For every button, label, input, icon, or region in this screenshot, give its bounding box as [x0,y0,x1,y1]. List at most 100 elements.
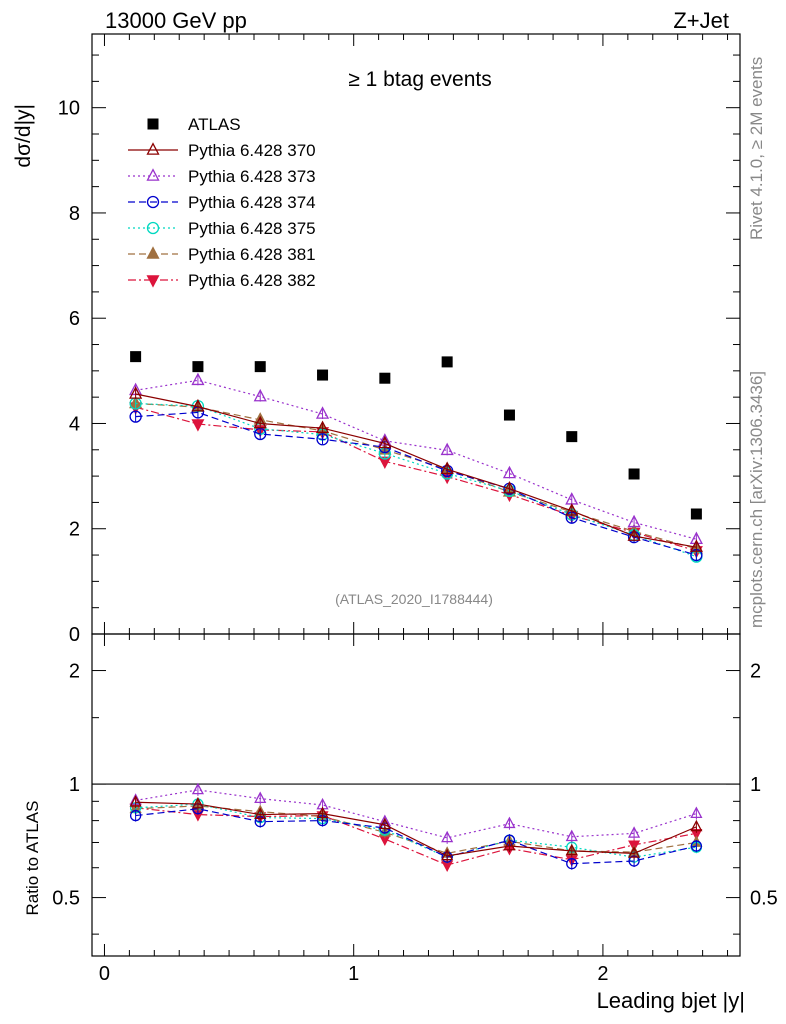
data-point [502,481,517,494]
data-point [316,433,329,446]
ratio-line [135,801,697,857]
ratio-panel: Ratio to ATLAS Leading bjet |y| 0.5 0.5 1 1… [23,34,778,1013]
legend-label: Pythia 6.428 370 [188,141,316,160]
legend-item: ATLAS [147,115,241,134]
series-line [135,406,697,552]
ratio-point [191,796,204,809]
data-point [317,369,329,381]
data-point [441,356,453,368]
ratio-frame [91,633,741,957]
legend-marker [146,221,160,235]
legend-label: Pythia 6.428 381 [188,245,316,264]
ratio-point [628,826,641,838]
ratio-point [628,846,641,858]
series-pythia-6-428-375 [129,397,703,563]
ratio-line [135,789,697,839]
x-tick-label: 2 [597,963,608,985]
legend-item: Pythia 6.428 373 [128,167,316,186]
data-point [253,388,267,402]
ratio-series-pythia-6-428-374 [129,802,703,870]
y-tick-label: 10 [58,98,80,120]
legend-label: Pythia 6.428 375 [188,219,316,238]
xaxis: 0 1 2 [99,34,729,985]
legend-marker [146,142,160,155]
ratio-series-pythia-6-428-370 [129,795,703,862]
series-line [135,402,697,558]
data-point [191,419,205,432]
ratio-point [254,807,267,819]
main-ylabel: dσ/d|y| [12,104,35,168]
data-point [690,508,702,520]
mcplots-label: mcplots.cern.ch [arXiv:1306.3436] [747,371,766,628]
rivet-label: Rivet 4.1.0, ≥ 2M events [747,57,766,240]
ratio-tick-label: 2 [69,661,80,683]
data-point [254,427,267,441]
ratio-series-pythia-6-428-373 [129,782,703,844]
ratio-line [135,808,697,865]
data-point [192,361,204,373]
ratio-tick-label: 0.5 [52,888,80,910]
ratio-series-pythia-6-428-375 [129,798,703,864]
data-point [191,372,205,386]
ratio-point [441,830,454,843]
data-point [565,503,579,516]
ratio-yaxis: 0.5 0.5 1 1 2 2 [52,661,778,935]
ratio-point [129,795,142,807]
data-point [191,398,205,412]
ratio-point [690,840,703,852]
y-tick-label: 0 [69,624,80,646]
y-tick-label: 4 [69,413,80,435]
series-line [135,379,697,540]
legend-item: Pythia 6.428 382 [128,271,316,290]
data-point [129,410,142,423]
xlabel: Leading bjet |y| [597,988,745,1013]
legend-marker [146,168,160,181]
ratio-tick-label-right: 2 [750,661,761,683]
ratio-tick-label: 1 [69,774,80,796]
main-title: ≥ 1 btag events [348,68,491,91]
ratio-ylabel: Ratio to ATLAS [23,801,42,916]
series-pythia-6-428-381 [129,395,703,554]
data-point [628,468,640,480]
ratio-point [565,829,578,842]
data-point [315,420,330,433]
legend: ATLAS Pythia 6.428 370 Pythia 6.428 373 Pyt… [128,115,316,290]
ratio-point [441,848,454,861]
ratio-series-group [129,782,703,873]
legend-label: Pythia 6.428 382 [188,271,316,290]
data-point [627,514,641,528]
series-pythia-6-428-370 [129,386,703,553]
y-tick-label: 8 [69,203,80,225]
ratio-point [503,838,516,851]
data-point [566,431,578,443]
ratio-point [316,806,329,818]
ratio-point [378,817,391,830]
data-point [440,461,454,475]
data-point [253,415,267,429]
watermark: (ATLAS_2020_I1788444) [335,591,493,607]
ratio-point [254,791,267,804]
data-point [129,386,143,399]
legend-marker [147,118,159,130]
y-tick-label: 2 [69,519,80,541]
legend-marker [146,275,160,288]
legend-marker [146,246,160,259]
header-energy: 13000 GeV pp [105,8,247,33]
data-point [503,409,515,421]
data-point [440,442,454,456]
data-point [130,351,142,363]
ratio-point [565,843,578,856]
ratio-point [690,819,703,832]
data-point [689,539,703,552]
main-yaxis: 0 2 4 6 8 10 [58,54,740,646]
series-pythia-6-428-382 [129,402,703,559]
legend-item: Pythia 6.428 370 [128,141,316,160]
legend-item: Pythia 6.428 374 [128,193,316,212]
y-tick-label: 6 [69,308,80,330]
series-pythia-6-428-374 [129,406,703,562]
legend-marker [146,195,160,209]
data-point [627,528,641,541]
x-tick-label: 1 [348,963,359,985]
data-point [502,465,517,479]
